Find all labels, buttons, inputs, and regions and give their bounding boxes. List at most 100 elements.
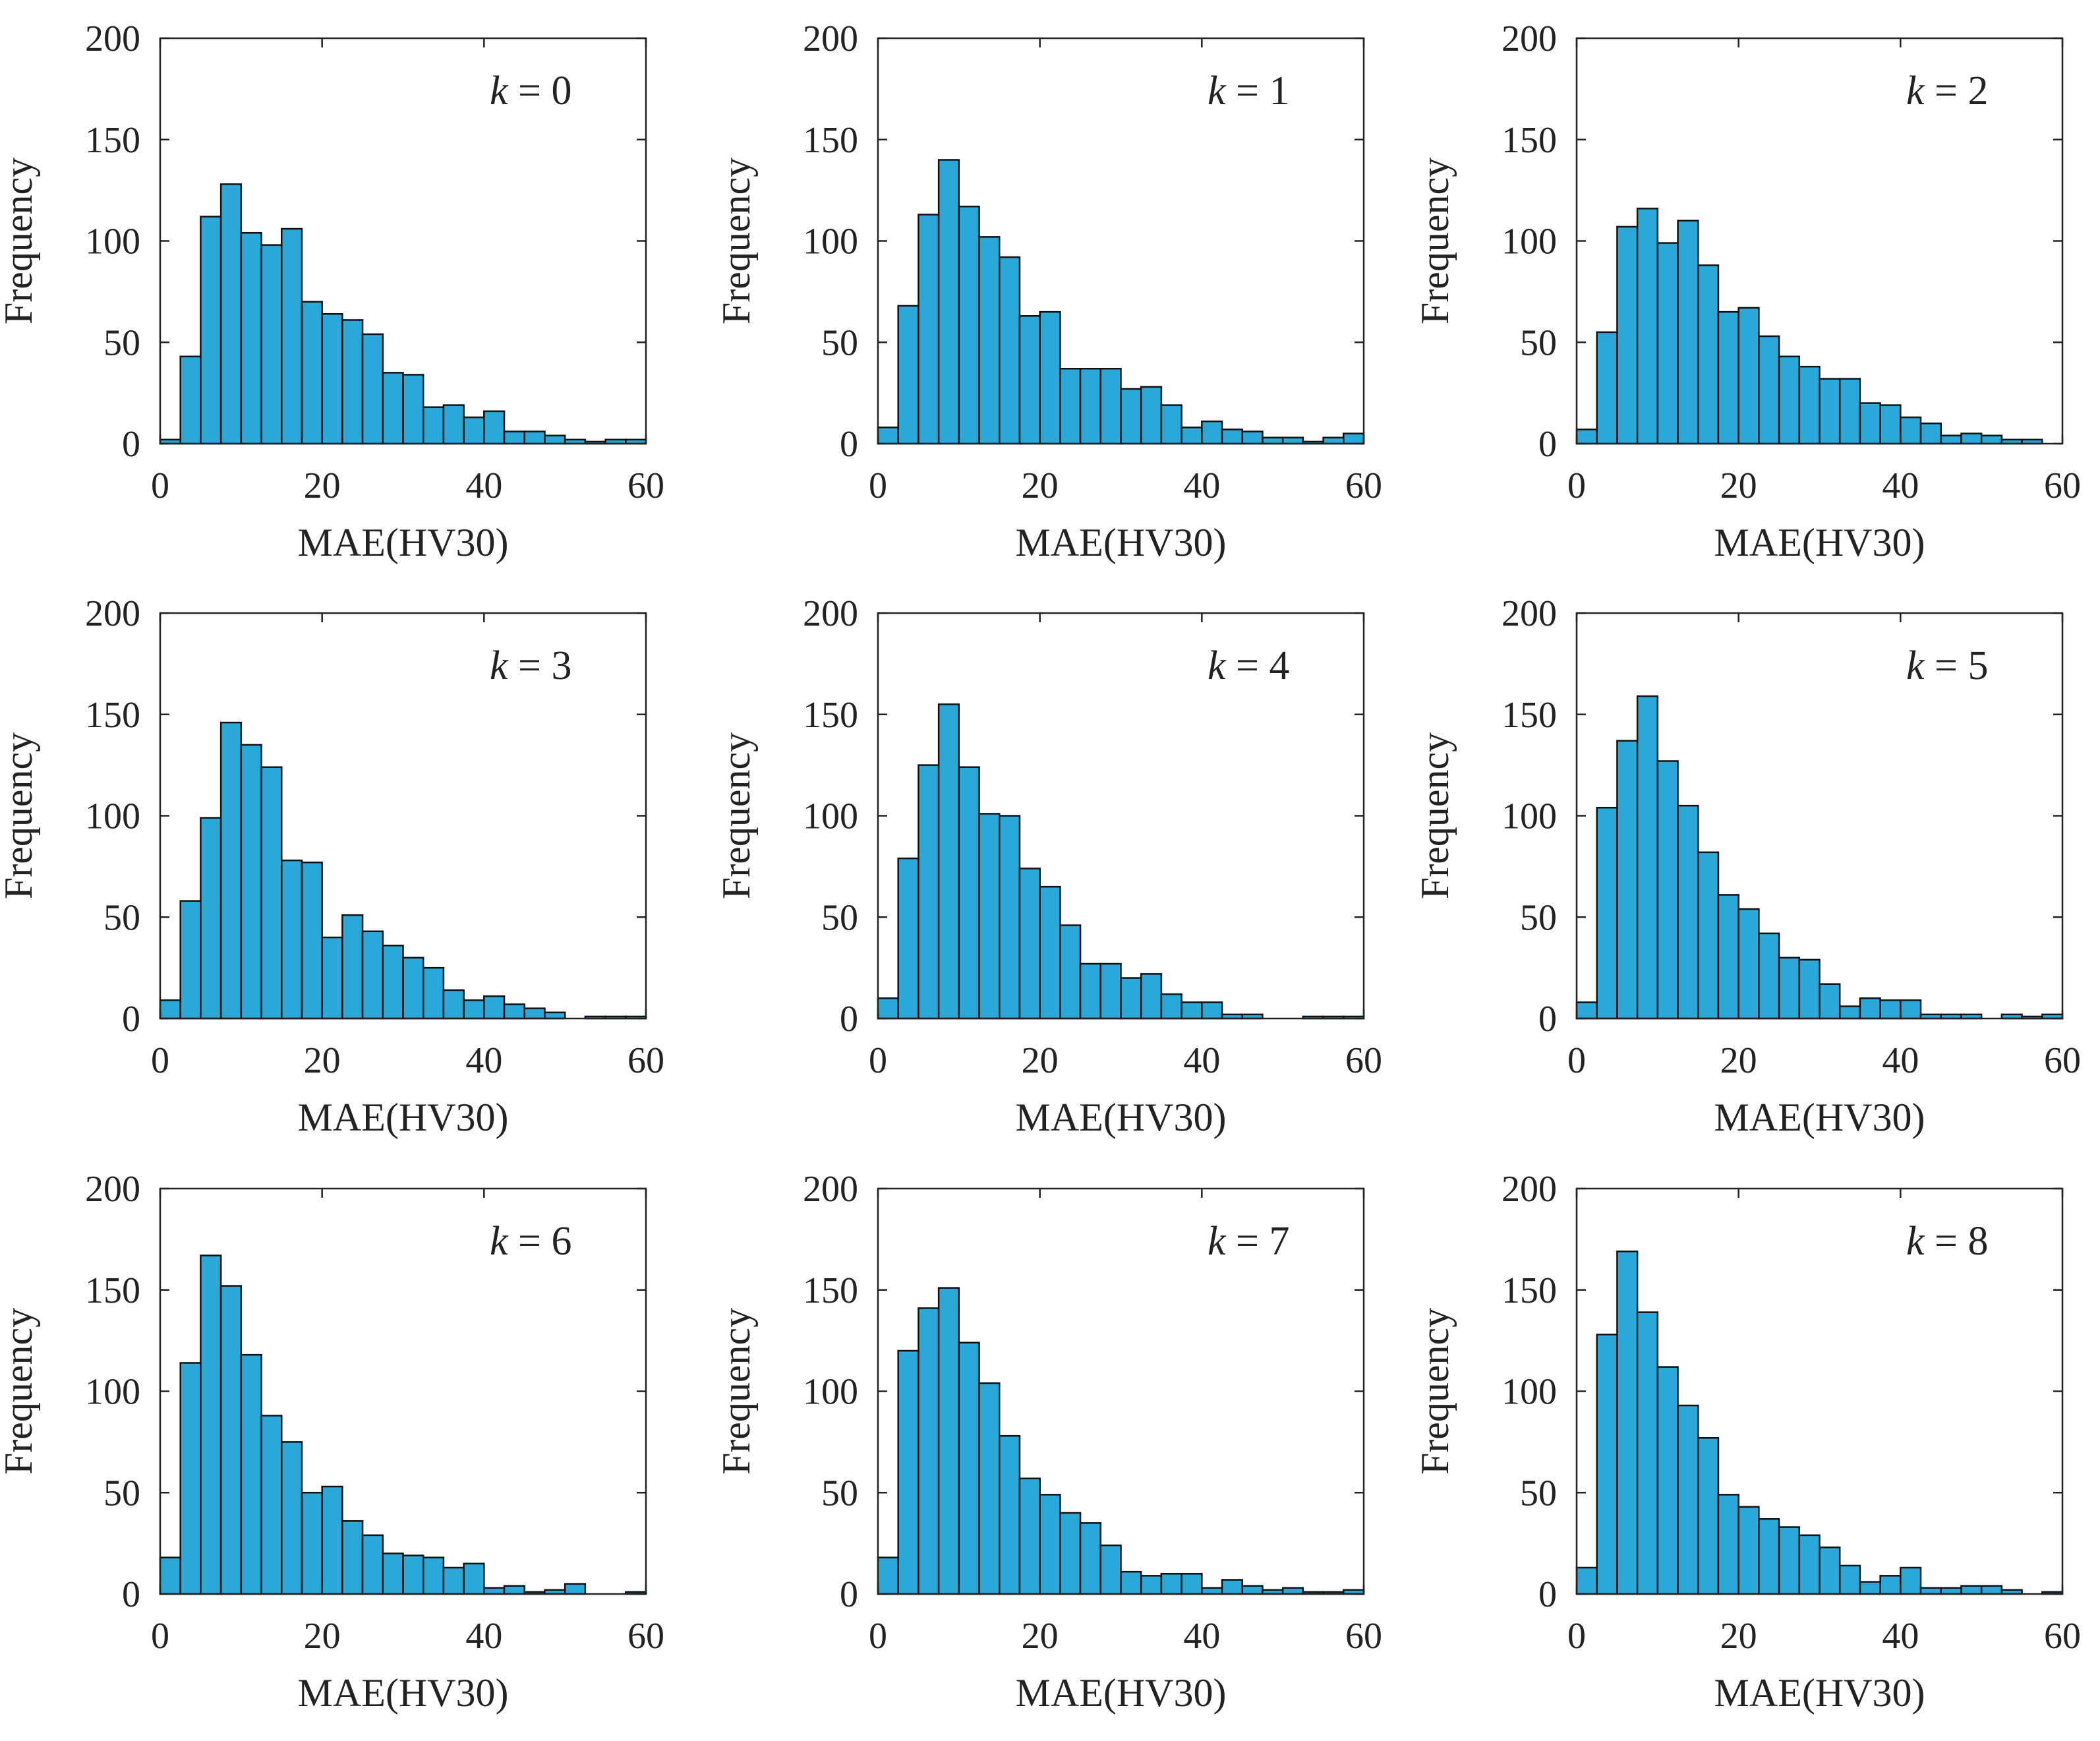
panel-label-value: 6: [552, 1219, 572, 1264]
x-tick-label: 60: [1345, 465, 1382, 506]
histogram-bar: [463, 1562, 485, 1595]
y-tick-label: 0: [122, 424, 140, 465]
y-tick-label: 100: [1502, 796, 1557, 837]
panel-label-variable: k: [1906, 643, 1925, 688]
histogram-panel-k8: 0 50 100 150 200 0 20 40 60 MAE(HV30) Frequency k =…: [1413, 1169, 2081, 1715]
histogram-bar: [402, 957, 424, 1020]
histogram-bar: [200, 817, 222, 1020]
y-tick-label: 200: [803, 1169, 858, 1210]
y-tick-label: 100: [85, 1372, 140, 1413]
panel-label-value: 4: [1269, 643, 1290, 688]
histogram-bar: [179, 1362, 202, 1595]
y-axis-label: Frequency: [1413, 732, 1457, 899]
histogram-bar: [544, 1011, 566, 1020]
x-tick-label: 60: [627, 1616, 664, 1657]
histogram-bar: [1140, 386, 1163, 445]
y-tick-label: 100: [1502, 221, 1557, 262]
histogram-bar: [1616, 1251, 1639, 1595]
x-tick-label: 60: [2044, 465, 2081, 506]
panel-label: k = 1: [1208, 69, 1290, 113]
histogram-bar: [1960, 432, 1983, 445]
histogram-bar: [1838, 1005, 1861, 1020]
y-tick-label: 200: [1502, 18, 1557, 59]
panel-label-value: 2: [1968, 69, 1989, 113]
histogram-bar: [918, 764, 940, 1020]
y-tick-label: 50: [103, 897, 140, 938]
histogram-bar: [978, 236, 1001, 445]
x-axis-label: MAE(HV30): [298, 521, 509, 564]
histogram-bar: [1778, 1526, 1801, 1595]
panel-label-equals: =: [1925, 1219, 1968, 1264]
y-tick-label: 100: [803, 1372, 858, 1413]
histogram-bar: [1819, 378, 1841, 445]
histogram-bar: [260, 1415, 283, 1595]
histogram-bar: [1838, 1564, 1861, 1595]
panel-label-value: 3: [552, 643, 572, 688]
y-tick-label: 50: [821, 897, 858, 938]
x-axis-label: MAE(HV30): [1016, 521, 1227, 564]
histogram-bar: [1140, 1575, 1163, 1595]
panel-label: k = 5: [1906, 643, 1989, 688]
histogram-bar: [402, 1554, 424, 1595]
panel-label: k = 0: [490, 69, 572, 113]
x-tick-label: 40: [465, 1616, 502, 1657]
x-tick-label: 20: [1720, 1040, 1757, 1081]
panel-label-variable: k: [490, 69, 509, 113]
y-tick-label: 200: [85, 593, 140, 634]
panel-label-variable: k: [1906, 69, 1925, 113]
y-tick-label: 150: [1502, 1270, 1557, 1311]
histogram-bar: [1281, 436, 1304, 445]
histogram-bar: [1656, 760, 1679, 1020]
histogram-bar: [1980, 434, 2003, 445]
histogram-bar: [999, 815, 1021, 1020]
histogram-bar: [1160, 993, 1182, 1020]
histogram-bar: [1677, 220, 1699, 445]
histogram-bar: [1596, 806, 1618, 1020]
histogram-bar: [240, 231, 262, 445]
histogram-bar: [1737, 1506, 1760, 1595]
histogram-bar: [523, 430, 546, 445]
histogram-bar: [1900, 999, 1922, 1020]
x-axis-label: MAE(HV30): [1714, 1096, 1925, 1139]
x-tick-label: 60: [2044, 1616, 2081, 1657]
y-axis-label: Frequency: [0, 732, 40, 899]
histogram-bar: [897, 1349, 919, 1595]
histogram-bar: [897, 857, 919, 1020]
histogram-bar: [1140, 973, 1163, 1020]
histogram-bar: [999, 256, 1021, 445]
y-axis-label: Frequency: [715, 732, 758, 899]
panel-label: k = 6: [490, 1219, 572, 1264]
histogram-bar: [361, 1534, 384, 1595]
histogram-bar: [219, 183, 243, 445]
y-tick-label: 150: [1502, 695, 1557, 736]
histogram-bar: [877, 427, 899, 445]
histogram-bar: [1960, 1585, 1983, 1595]
histogram-bar: [1079, 1522, 1102, 1595]
y-axis-label: Frequency: [0, 158, 40, 324]
histogram-bar: [1596, 331, 1618, 445]
y-tick-label: 150: [803, 695, 858, 736]
histogram-bar: [321, 936, 343, 1020]
histogram-bar: [1018, 315, 1041, 445]
y-tick-label: 50: [1520, 322, 1557, 363]
histogram-bar: [1059, 924, 1082, 1020]
x-tick-label: 20: [1022, 1616, 1059, 1657]
histogram-bar: [1697, 1436, 1720, 1595]
histogram-bar: [1059, 1512, 1082, 1595]
y-axis-label: Frequency: [1413, 1308, 1457, 1475]
histogram-bar: [1798, 959, 1821, 1020]
y-tick-label: 150: [85, 1270, 140, 1311]
y-tick-label: 0: [1538, 1574, 1557, 1615]
histogram-bar: [1859, 997, 1881, 1020]
y-tick-label: 50: [1520, 1473, 1557, 1514]
x-tick-label: 0: [151, 1040, 169, 1081]
histogram-bar: [341, 319, 364, 445]
histogram-bar: [1039, 310, 1061, 445]
y-tick-label: 200: [85, 18, 140, 59]
histogram-bar: [1798, 365, 1821, 445]
histogram-bar: [897, 305, 919, 445]
histogram-bar: [281, 1441, 303, 1595]
histogram-bar: [523, 1007, 546, 1020]
histogram-bar: [1940, 434, 1962, 445]
